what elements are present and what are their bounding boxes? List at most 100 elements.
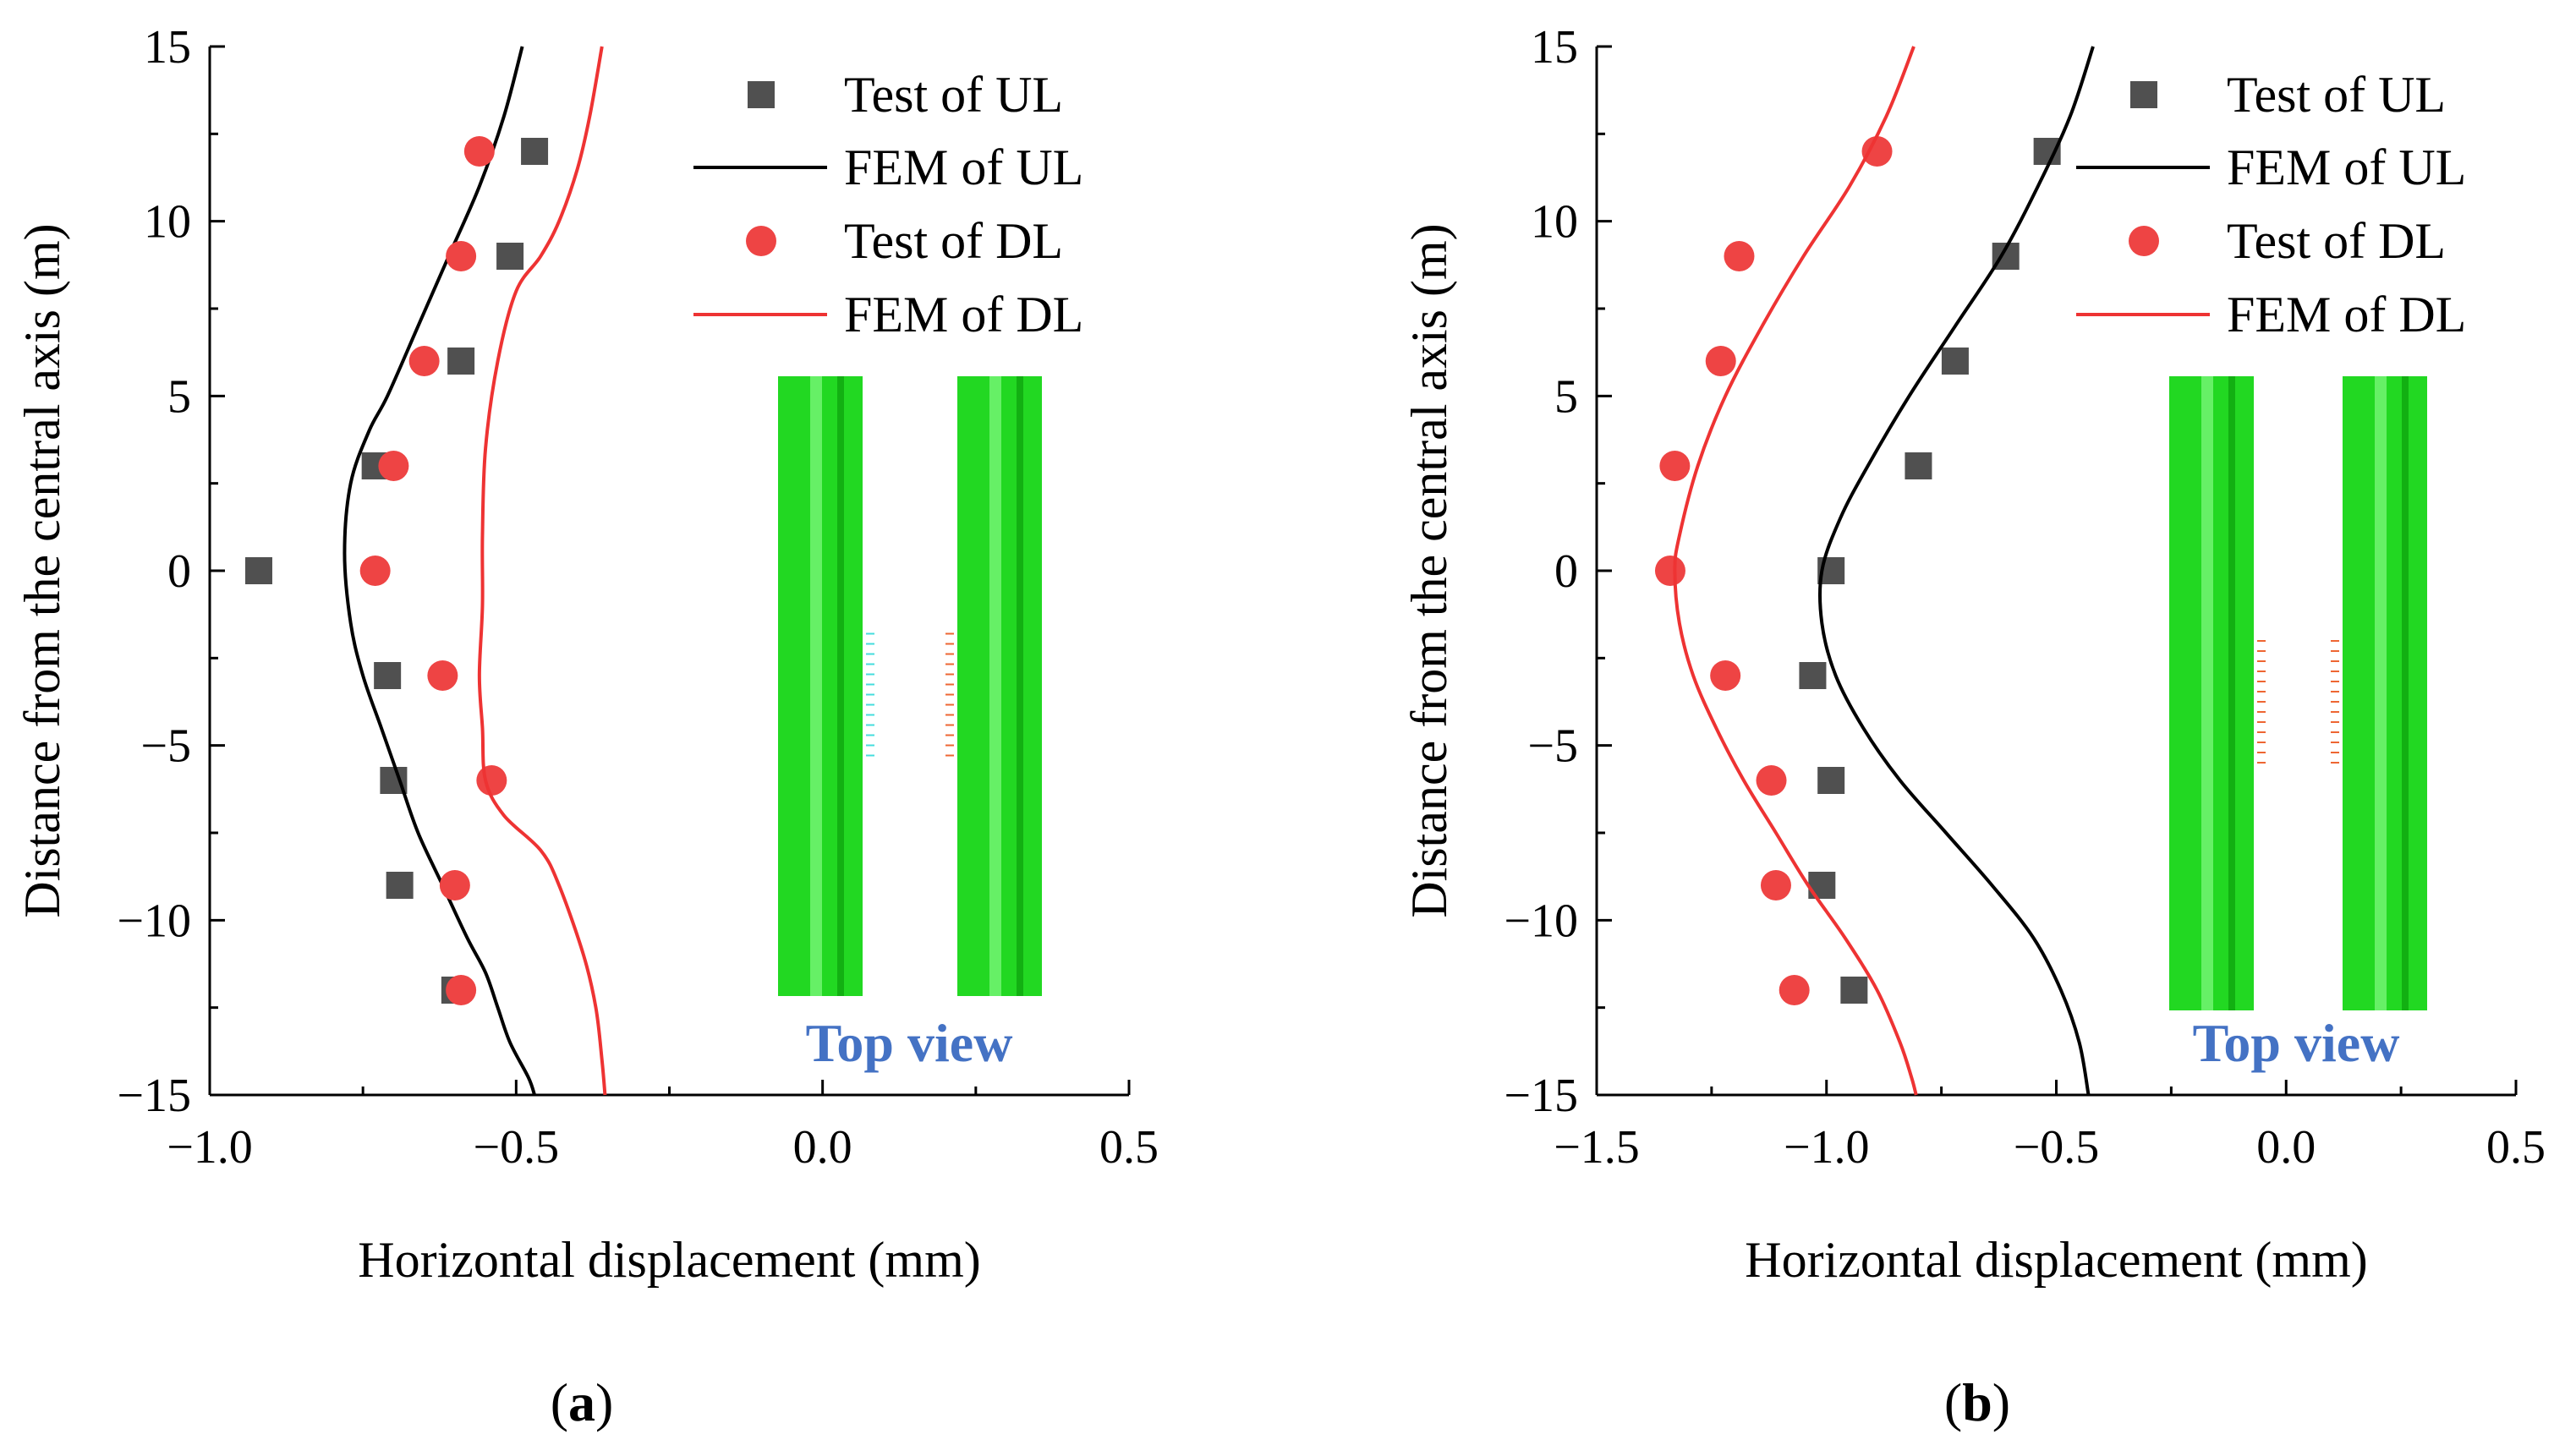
x-tick-label: −1.0 (167, 1121, 253, 1174)
x-tick-label: −1.0 (1784, 1121, 1870, 1174)
data-point (1760, 870, 1791, 900)
data-point (1724, 241, 1755, 271)
legend-marker (2130, 81, 2157, 108)
legend-label: FEM of UL (2227, 140, 2466, 195)
panel-b-label: (b) (1944, 1372, 2010, 1432)
y-ticks: 15 10 5 0 −5 −10 −15 (117, 21, 225, 1122)
series-line (1817, 46, 2095, 1096)
data-point (1710, 660, 1741, 691)
panel-a: Top view 15 10 5 0 −5 −10 −15−1.0 −0.5 0.0 0.5 Hori… (14, 21, 1159, 1288)
y-tick-label: −10 (117, 895, 191, 947)
data-point (446, 975, 477, 1005)
panel-b: Top view 15 10 5 0 −5 −10 −15−1.5 −1.0 −0.5 0.0 0.5… (1401, 21, 2546, 1288)
inset-top-view: Top view (2169, 376, 2427, 1073)
y-tick-label: 15 (1531, 21, 1578, 74)
legend-label: Test of UL (2227, 67, 2446, 123)
beam-stripe (1017, 376, 1023, 996)
y-ticks: 15 10 5 0 −5 −10 −15 (1504, 21, 1612, 1122)
beam-highlight (2375, 376, 2387, 1010)
y-tick-label: −15 (117, 1070, 191, 1122)
beam-stripe (2228, 376, 2235, 1010)
beam-highlight (2201, 376, 2213, 1010)
data-point (476, 765, 507, 796)
x-ticks: −1.5 −1.0 −0.5 0.0 0.5 (1554, 1080, 2546, 1174)
x-axis-label: Horizontal displacement (mm) (358, 1232, 980, 1288)
data-point (244, 557, 272, 584)
data-point (1705, 346, 1736, 376)
legend-label: Test of UL (844, 67, 1063, 123)
series-test-of-dl (359, 136, 507, 1005)
inset-label: Top view (2193, 1013, 2400, 1073)
data-point (447, 348, 475, 375)
x-tick-label: 0.0 (793, 1121, 852, 1174)
data-point (1840, 977, 1868, 1004)
legend-label: FEM of DL (2227, 287, 2466, 342)
series-test-of-ul (244, 138, 549, 1004)
y-tick-label: 5 (1554, 370, 1578, 423)
x-tick-label: 0.0 (2256, 1121, 2316, 1174)
y-tick-label: 0 (167, 545, 191, 598)
legend-marker (2129, 226, 2159, 256)
y-tick-label: −5 (1527, 720, 1578, 773)
legend: Test of UL FEM of UL Test of DL FEM of DL (693, 67, 1083, 342)
data-point (359, 556, 391, 586)
y-axis-label: Distance from the central axis (m) (1401, 223, 1457, 917)
data-point (1659, 451, 1691, 481)
y-tick-label: 0 (1554, 545, 1578, 598)
x-tick-label: 0.5 (2486, 1121, 2546, 1174)
x-ticks: −1.0 −0.5 0.0 0.5 (167, 1080, 1159, 1174)
data-point (386, 872, 414, 899)
beam-highlight (989, 376, 1001, 996)
y-tick-label: 5 (167, 370, 191, 423)
legend-label: FEM of DL (844, 287, 1083, 342)
x-tick-label: −1.5 (1554, 1121, 1640, 1174)
legend-label: Test of DL (844, 213, 1063, 269)
y-tick-label: 10 (144, 196, 191, 249)
y-tick-label: −10 (1504, 895, 1578, 947)
legend: Test of UL FEM of UL Test of DL FEM of DL (2076, 67, 2466, 342)
legend-label: Test of DL (2227, 213, 2446, 269)
data-point (1654, 556, 1685, 586)
data-point (408, 346, 440, 376)
data-point (439, 870, 470, 900)
data-point (1799, 662, 1827, 689)
panel-a-label: (a) (551, 1372, 614, 1432)
series-fem-of-dl (477, 46, 607, 1096)
inset-label: Top view (806, 1013, 1013, 1073)
x-axis-label: Horizontal displacement (mm) (1745, 1232, 2367, 1288)
legend-marker (746, 226, 776, 256)
x-tick-label: 0.5 (1099, 1121, 1159, 1174)
legend-marker (748, 81, 775, 108)
series-line (477, 46, 607, 1096)
data-point (378, 451, 409, 481)
y-tick-label: 10 (1531, 196, 1578, 249)
data-point (496, 243, 524, 270)
x-tick-label: −0.5 (2014, 1121, 2100, 1174)
data-point (446, 241, 477, 271)
data-point (1779, 975, 1810, 1005)
data-point (463, 136, 495, 167)
y-axis-label: Distance from the central axis (m) (14, 223, 70, 917)
beam-highlight (810, 376, 822, 996)
data-point (1905, 452, 1932, 479)
data-point (1756, 765, 1787, 796)
inset-top-view: Top view (778, 376, 1042, 1073)
data-point (427, 660, 458, 691)
legend-label: FEM of UL (844, 140, 1083, 195)
data-point (1941, 348, 1969, 375)
series-line (1673, 46, 1918, 1096)
x-tick-label: −0.5 (474, 1121, 560, 1174)
series-fem-of-ul (1817, 46, 2095, 1096)
series-test-of-ul (1799, 138, 2061, 1004)
data-point (521, 138, 549, 165)
y-tick-label: −15 (1504, 1070, 1578, 1122)
series-fem-of-dl (1673, 46, 1918, 1096)
series-test-of-dl (1654, 136, 1893, 1005)
beam-stripe (837, 376, 844, 996)
data-point (1817, 767, 1845, 794)
y-tick-label: −5 (140, 720, 191, 773)
data-point (1861, 136, 1893, 167)
data-point (374, 662, 402, 689)
data-point (1808, 872, 1836, 899)
